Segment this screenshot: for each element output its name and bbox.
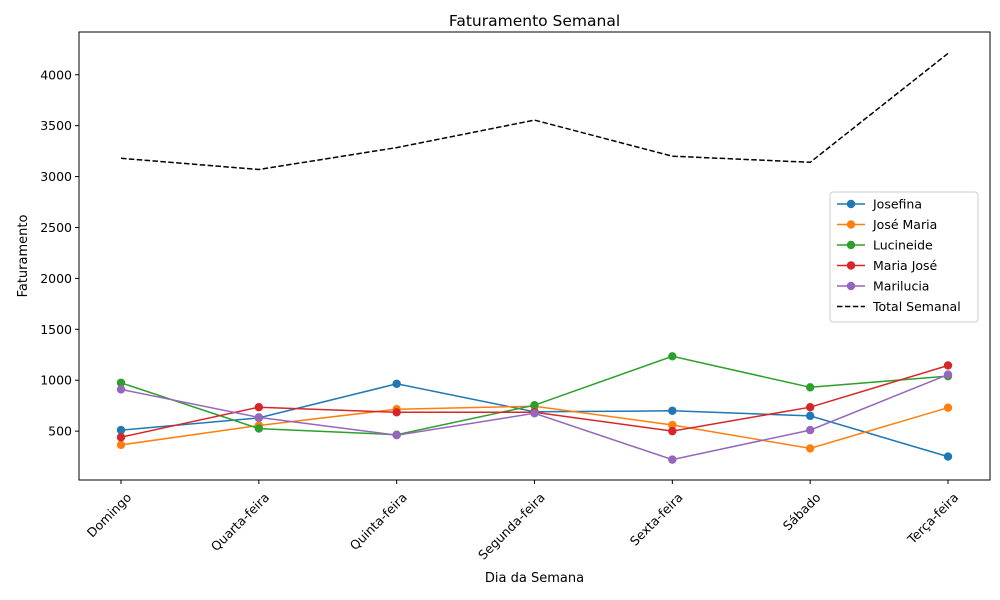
- y-tick-label: 4000: [40, 67, 72, 82]
- legend-label: Josefina: [872, 197, 922, 212]
- x-axis-label: Dia da Semana: [485, 571, 584, 586]
- data-point-marilucia: [668, 455, 677, 464]
- legend-label: José Maria: [872, 217, 937, 232]
- data-point-marilucia: [254, 413, 264, 422]
- series-line-total-semanal: [120, 52, 949, 171]
- y-tick-label: 2500: [40, 220, 72, 235]
- data-point-marilucia: [943, 370, 953, 379]
- plot-area: [116, 52, 953, 464]
- data-point-marilucia: [116, 385, 126, 394]
- data-point-josefina: [943, 452, 953, 461]
- y-axis: 500 1000 1500 2000 2500 3000 3500 4000: [40, 67, 79, 439]
- data-point-lucineide: [805, 383, 815, 392]
- legend-marker: [846, 220, 856, 229]
- data-point-marilucia: [805, 425, 815, 435]
- legend: Josefina José Maria Lucineide Maria José Mar…: [829, 191, 979, 323]
- data-point-maria-jose: [116, 433, 126, 442]
- data-point-maria-jose: [943, 361, 953, 370]
- data-point-jose-maria: [116, 440, 126, 450]
- legend-marker: [846, 261, 856, 270]
- data-point-jose-maria: [805, 444, 815, 453]
- legend-label: Maria José: [873, 258, 938, 273]
- data-point-maria-jose: [805, 403, 815, 412]
- data-point-josefina: [668, 406, 677, 415]
- y-tick-label: 3500: [40, 118, 72, 133]
- data-point-maria-jose: [392, 408, 401, 417]
- y-tick-label: 1000: [40, 373, 72, 388]
- data-point-lucineide: [530, 400, 539, 410]
- y-tick-label: 2000: [40, 271, 72, 286]
- data-point-maria-jose: [668, 426, 677, 436]
- data-point-josefina: [392, 379, 401, 388]
- data-point-josefina: [116, 425, 126, 435]
- data-point-lucineide: [254, 424, 264, 433]
- legend-label: Total Semanal: [872, 299, 961, 314]
- legend-marker: [846, 199, 856, 209]
- chart-title: Faturamento Semanal: [449, 12, 620, 30]
- y-axis-label: Faturamento: [16, 215, 31, 298]
- data-point-marilucia: [530, 409, 539, 418]
- data-point-lucineide: [668, 352, 677, 361]
- data-point-maria-jose: [254, 403, 264, 412]
- y-tick-label: 500: [48, 424, 72, 439]
- y-tick-label: 1500: [40, 322, 72, 337]
- data-point-marilucia: [392, 431, 401, 440]
- data-point-jose-maria: [943, 403, 953, 412]
- y-tick-label: 3000: [40, 169, 72, 184]
- legend-label: Lucineide: [873, 238, 933, 253]
- data-point-lucineide: [116, 378, 126, 387]
- data-point-josefina: [805, 411, 815, 421]
- legend-marker: [846, 240, 856, 250]
- legend-box: [829, 191, 979, 323]
- legend-marker: [846, 281, 856, 291]
- data-point-jose-maria: [668, 420, 677, 430]
- legend-label: Marilucia: [873, 279, 929, 294]
